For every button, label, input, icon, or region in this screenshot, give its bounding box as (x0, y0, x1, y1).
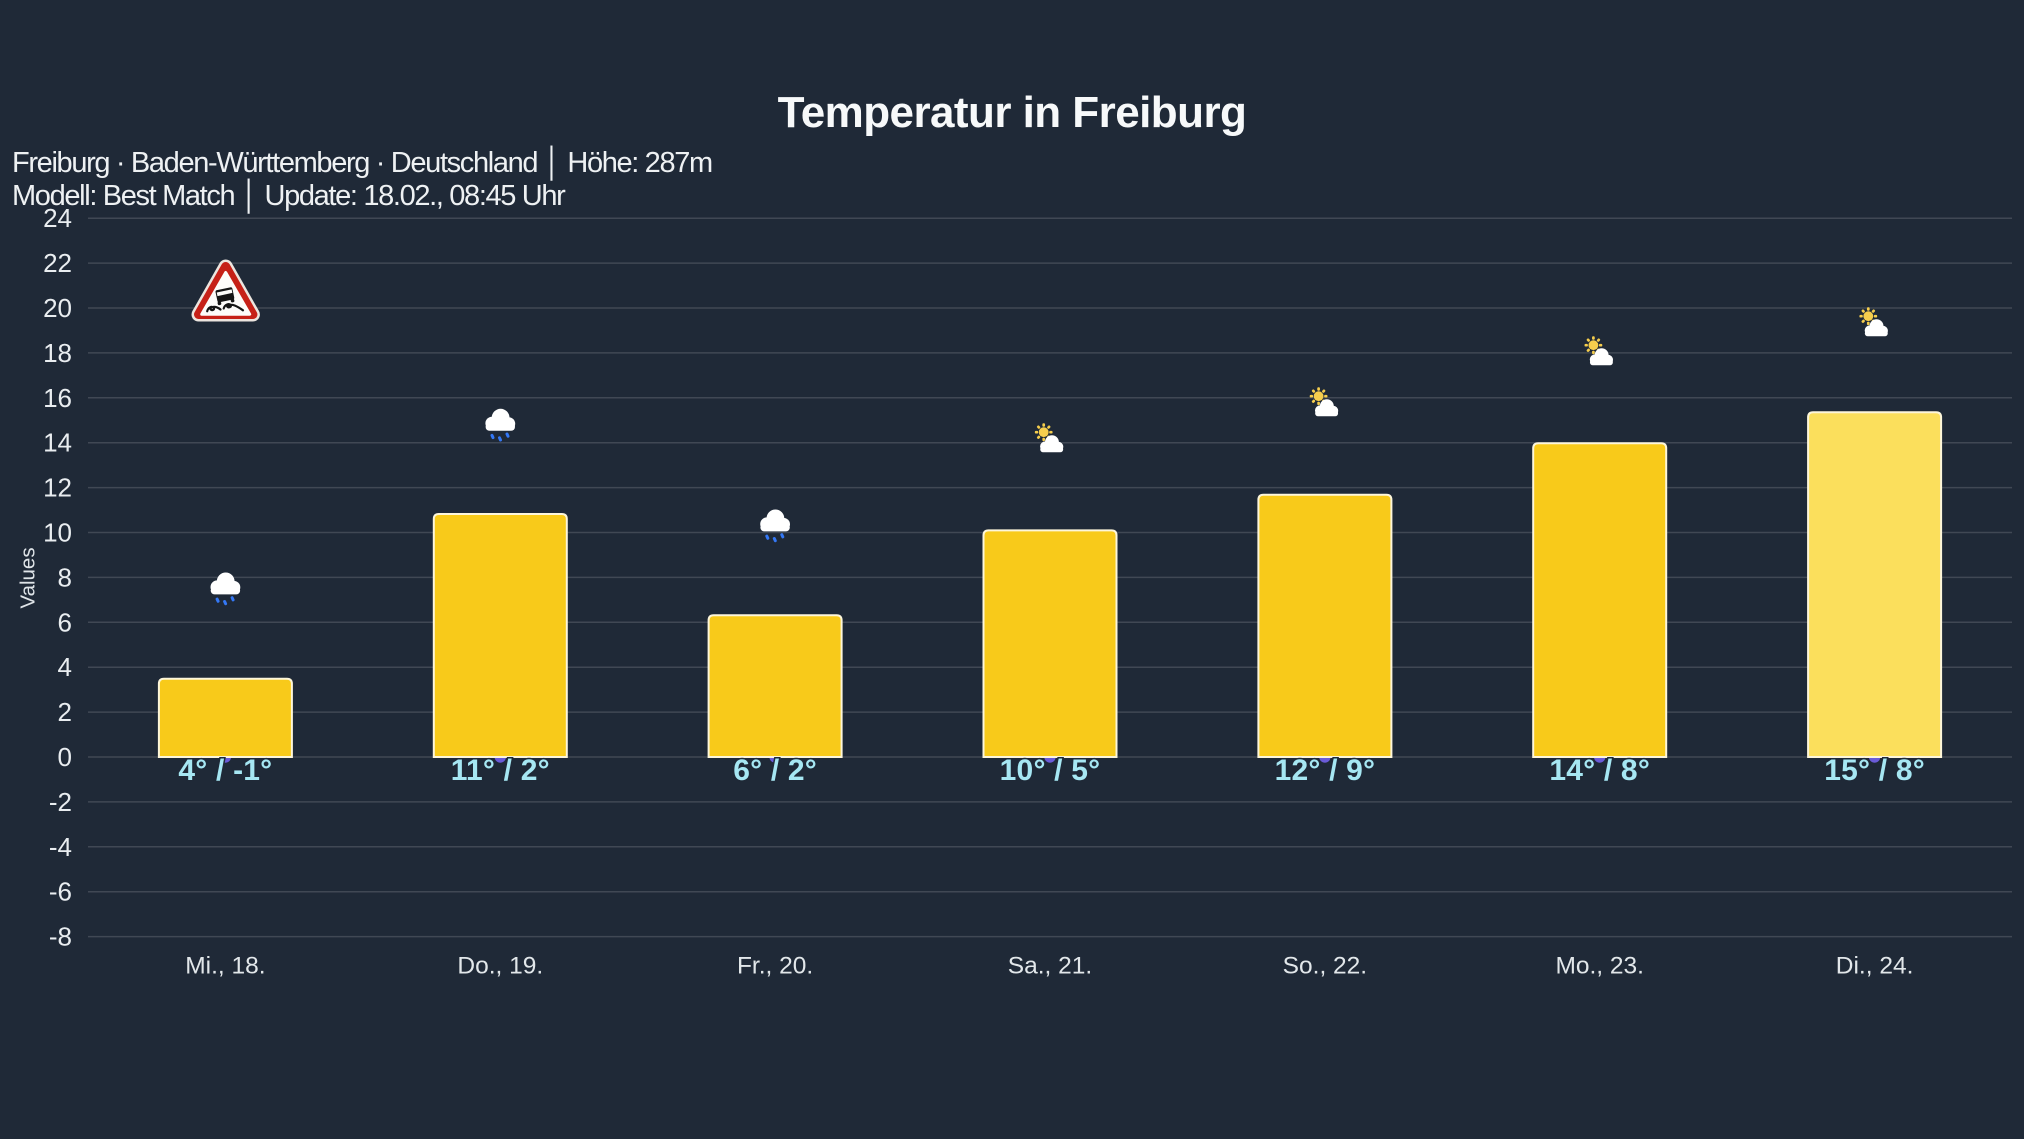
svg-text:10° / 5°: 10° / 5° (1000, 754, 1101, 787)
svg-text:4° / -1°: 4° / -1° (178, 754, 272, 787)
svg-text:Fr., 20.: Fr., 20. (737, 953, 813, 980)
svg-text:4: 4 (58, 652, 72, 682)
svg-text:11° / 2°: 11° / 2° (451, 754, 550, 787)
svg-text:14: 14 (43, 428, 72, 458)
svg-text:12: 12 (43, 473, 72, 503)
svg-text:So., 22.: So., 22. (1283, 953, 1367, 980)
svg-text:0: 0 (58, 742, 72, 772)
svg-text:-8: -8 (49, 922, 72, 952)
svg-text:Do., 19.: Do., 19. (457, 953, 543, 980)
svg-text:6: 6 (58, 607, 72, 637)
svg-text:-2: -2 (49, 787, 72, 817)
svg-text:10: 10 (43, 518, 72, 548)
svg-text:6° / 2°: 6° / 2° (733, 754, 817, 787)
svg-text:18: 18 (43, 338, 72, 368)
svg-text:20: 20 (43, 293, 72, 323)
svg-text:Mi., 18.: Mi., 18. (185, 953, 265, 980)
svg-text:Di., 24.: Di., 24. (1836, 953, 1914, 980)
svg-text:22: 22 (43, 248, 72, 278)
svg-text:-4: -4 (49, 832, 72, 862)
svg-text:Mo., 23.: Mo., 23. (1555, 953, 1644, 980)
svg-text:12° / 9°: 12° / 9° (1275, 754, 1376, 787)
svg-text:16: 16 (43, 383, 72, 413)
svg-text:2: 2 (58, 697, 72, 727)
svg-text:15° / 8°: 15° / 8° (1824, 754, 1925, 787)
svg-text:14° / 8°: 14° / 8° (1549, 754, 1650, 787)
svg-text:24: 24 (43, 203, 72, 233)
svg-text:Sa., 21.: Sa., 21. (1008, 953, 1092, 980)
svg-text:-6: -6 (49, 877, 72, 907)
svg-text:8: 8 (58, 562, 72, 592)
